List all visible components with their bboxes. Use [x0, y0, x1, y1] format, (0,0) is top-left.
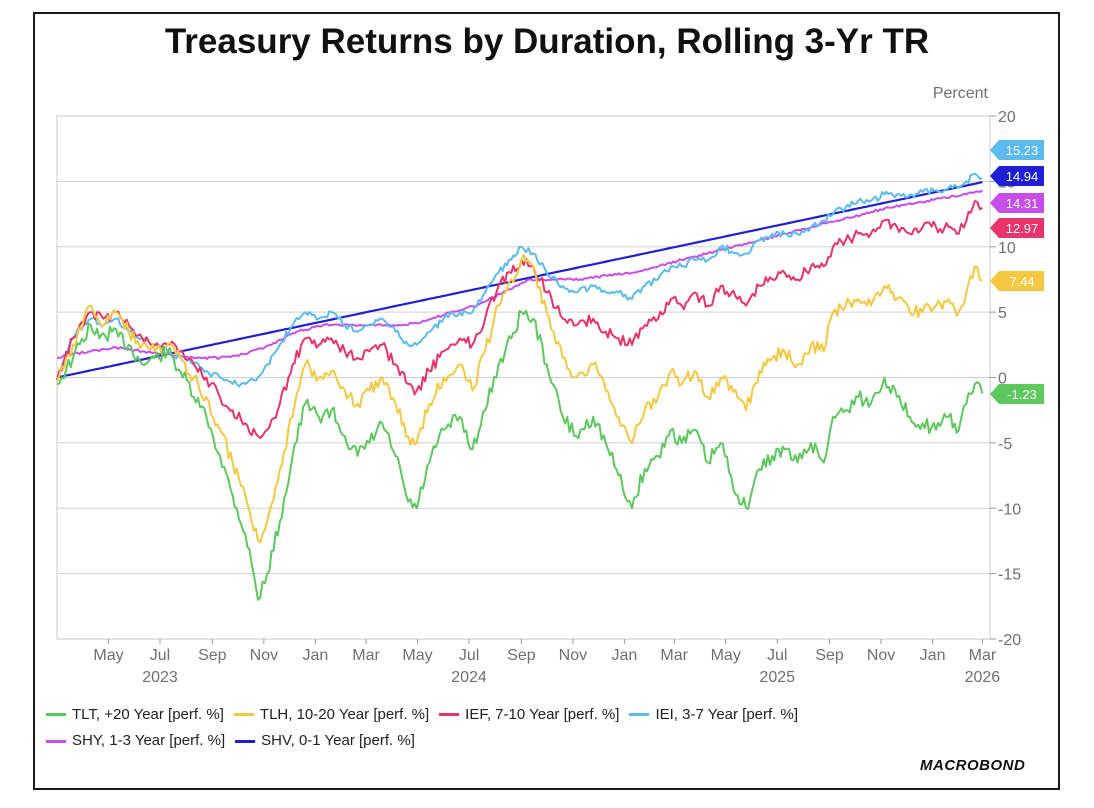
- x-tick-label: Mar: [660, 647, 688, 664]
- x-year-label: 2023: [142, 669, 178, 686]
- legend-label: TLT, +20 Year [perf. %]: [72, 705, 224, 723]
- value-tag: [990, 166, 1044, 186]
- value-tag: [990, 218, 1044, 238]
- x-tick-label: May: [711, 647, 741, 664]
- legend-swatch: [233, 713, 254, 716]
- legend-swatch: [629, 713, 650, 716]
- legend-swatch: [439, 713, 460, 716]
- legend-label: SHY, 1-3 Year [perf. %]: [72, 732, 226, 749]
- x-tick-label: Nov: [559, 647, 587, 664]
- y-tick-label: 10: [998, 240, 1016, 257]
- legend-item: TLT, +20 Year [perf. %]: [46, 703, 224, 727]
- x-tick-label: Sep: [815, 647, 844, 664]
- y-tick-label: -5: [998, 436, 1012, 453]
- legend-label: IEI, 3-7 Year [perf. %]: [655, 705, 799, 723]
- y-tick-label: 0: [998, 371, 1007, 388]
- x-tick-label: Nov: [250, 647, 278, 664]
- value-tag: [990, 384, 1044, 404]
- x-tick-label: Sep: [198, 647, 227, 664]
- value-tag-label: 14.31: [1006, 196, 1039, 211]
- legend-label: SHV, 0-1 Year [perf. %]: [261, 732, 415, 749]
- y-tick-label: -15: [998, 567, 1021, 584]
- x-tick-label: Nov: [867, 647, 895, 664]
- series-line: [56, 189, 983, 360]
- x-tick-label: May: [93, 647, 123, 664]
- chart-title: Treasury Returns by Duration, Rolling 3-…: [164, 22, 930, 61]
- chart-legend: TLT, +20 Year [perf. %] TLH, 10-20 Year […: [46, 700, 946, 753]
- x-year-label: 2026: [965, 669, 1001, 686]
- value-tag: [990, 271, 1044, 291]
- legend-item: IEF, 7-10 Year [perf. %]: [439, 703, 619, 727]
- value-tag-label: 14.94: [1006, 169, 1039, 184]
- x-tick-label: Jan: [920, 647, 946, 664]
- value-tag-label: -1.23: [1007, 387, 1037, 402]
- y-tick-label: 20: [998, 109, 1016, 126]
- x-tick-label: Jan: [302, 647, 328, 664]
- series-line: [56, 309, 984, 601]
- value-tag-label: 12.97: [1006, 221, 1039, 236]
- x-year-label: 2024: [451, 669, 487, 686]
- y-tick-label: -10: [998, 501, 1021, 518]
- legend-label: IEF, 7-10 Year [perf. %]: [465, 705, 620, 723]
- value-tag: [990, 193, 1044, 213]
- y-unit-label: Percent: [933, 85, 989, 102]
- series-lines: [56, 172, 984, 601]
- legend-swatch: [46, 713, 66, 716]
- legend-item: TLH, 10-20 Year [perf. %]: [233, 703, 430, 727]
- legend-label: TLH, 10-20 Year [perf. %]: [259, 705, 430, 723]
- value-tag: [990, 140, 1044, 160]
- legend-item: SHY, 1-3 Year [perf. %]: [46, 729, 225, 753]
- x-year-label: 2025: [759, 669, 795, 686]
- y-tick-label: -20: [998, 632, 1021, 649]
- x-tick-label: Mar: [969, 647, 997, 664]
- legend-swatch: [235, 739, 256, 743]
- x-tick-label: Mar: [352, 647, 380, 664]
- series-line: [56, 253, 983, 544]
- x-tick-label: May: [402, 647, 432, 664]
- x-tick-label: Jul: [150, 647, 170, 664]
- brand-logo: MACROBOND: [920, 757, 1026, 774]
- x-tick-label: Sep: [507, 647, 536, 664]
- legend-item: SHV, 0-1 Year [perf. %]: [235, 729, 415, 753]
- legend-item: IEI, 3-7 Year [perf. %]: [629, 703, 798, 727]
- legend-swatch: [46, 739, 66, 743]
- x-tick-label: Jul: [767, 647, 787, 664]
- value-tag-label: 15.23: [1006, 143, 1039, 158]
- x-tick-label: Jul: [459, 647, 479, 664]
- value-tag-label: 7.44: [1009, 274, 1034, 289]
- y-tick-label: 5: [998, 305, 1007, 322]
- axes: 20151050-5-10-15-20PercentMayJulSepNovJa…: [56, 85, 1021, 686]
- grid-lines: [57, 115, 990, 640]
- value-tags: -1.23 7.44 12.97 15.23 14.31 14.94: [990, 140, 1044, 404]
- series-line: [56, 172, 983, 388]
- x-tick-label: Jan: [612, 647, 638, 664]
